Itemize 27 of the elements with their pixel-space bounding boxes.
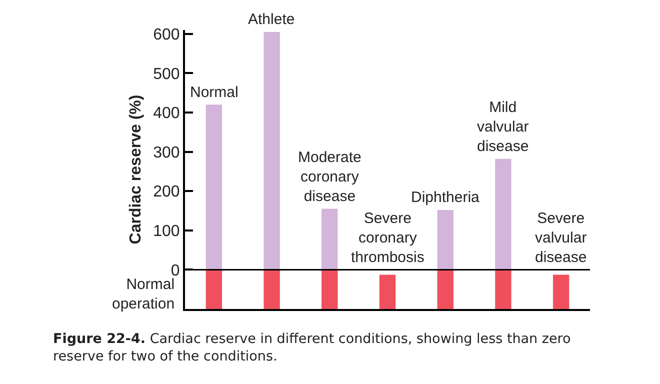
y-tick-label: 200 xyxy=(153,184,180,201)
x-tick-label: Normal xyxy=(190,84,238,101)
bar xyxy=(437,270,454,309)
x-tick-label: Diphtheria xyxy=(411,189,480,206)
x-tick-label: Severe valvular disease xyxy=(535,210,587,266)
x-tick-label: Athlete xyxy=(248,11,295,28)
caption: Figure 22-4. Cardiac reserve in different conditions, showing less than zero reserve for two of the conditions. xyxy=(53,331,571,365)
bar xyxy=(552,274,570,309)
bar xyxy=(264,32,280,270)
y-tick-label: 100 xyxy=(153,223,180,240)
bar xyxy=(206,104,222,270)
bar xyxy=(206,270,222,309)
x-tick-label: Moderate coronary disease xyxy=(298,149,362,205)
x-tick-label: Mild valvular disease xyxy=(477,99,529,155)
x-tick-label: Severe coronary thrombosis xyxy=(351,210,424,266)
bar xyxy=(264,270,280,309)
y-axis-title: Cardiac reserve (%) xyxy=(127,94,144,244)
y-tick-label: 500 xyxy=(153,66,180,83)
bar xyxy=(495,270,512,309)
bar xyxy=(437,210,454,270)
y-tick-label: 600 xyxy=(153,26,180,44)
bar xyxy=(379,274,396,309)
bar xyxy=(495,158,512,270)
y-tick-label: 300 xyxy=(153,144,180,162)
bar xyxy=(322,208,338,270)
bar xyxy=(322,270,338,309)
y-tick-label: 400 xyxy=(153,105,180,122)
